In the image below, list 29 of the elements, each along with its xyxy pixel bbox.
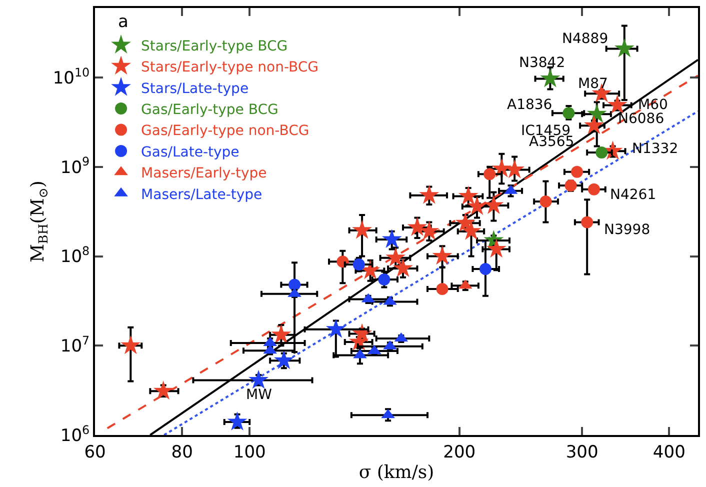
- y-tick-label: 10$^{7}$: [60, 333, 90, 357]
- annotation: a: [118, 12, 128, 32]
- legend-label: Stars/Early-type BCG: [141, 38, 288, 54]
- annotation: N4889: [562, 31, 608, 47]
- legend-label: Gas/Early-type BCG: [141, 102, 278, 118]
- legend-label: Stars/Late-type: [141, 80, 249, 97]
- annotation: M87: [578, 76, 608, 92]
- y-tick-label: 10$^{8}$: [60, 244, 90, 268]
- legend-label: Masers/Early-type: [141, 166, 267, 182]
- annotation: M60: [638, 97, 668, 113]
- annotation: A1836: [507, 97, 552, 113]
- annotation: N4261: [610, 187, 656, 203]
- x-tick-label: 300: [566, 442, 598, 462]
- annotation: N6086: [618, 111, 664, 127]
- annotation: N3998: [604, 222, 650, 238]
- legend-label: Gas/Late-type: [141, 144, 240, 160]
- annotation: N1332: [632, 141, 678, 157]
- y-tick-label: 10$^{9}$: [60, 154, 90, 178]
- x-tick-label: 100: [233, 442, 266, 462]
- x-tick-label: 400: [652, 442, 686, 462]
- annotation: N3842: [519, 55, 566, 71]
- legend-label: Gas/Early-type non-BCG: [141, 123, 310, 140]
- x-tick-label: 200: [443, 442, 476, 462]
- legend-label: Stars/Early-type non-BCG: [141, 60, 318, 76]
- x-axis-title: σ (km/s): [358, 462, 434, 483]
- annotation: MW: [246, 387, 272, 403]
- legend-label: Masers/Late-type: [141, 186, 262, 203]
- x-tick-label: 80: [171, 442, 193, 462]
- y-tick-label: 10$^{10}$: [52, 65, 90, 88]
